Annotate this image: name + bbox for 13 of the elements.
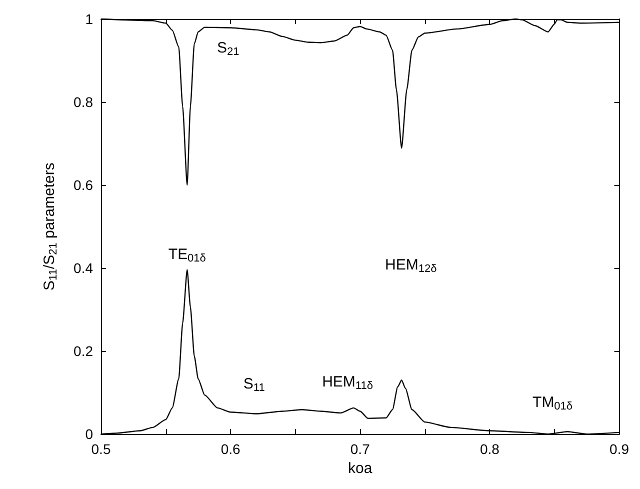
- x-tick-label: 0.9: [610, 441, 630, 458]
- x-tick-label: 0.6: [220, 441, 241, 458]
- x-tick-label: 0.8: [480, 441, 500, 458]
- x-axis-title: koa: [348, 460, 373, 477]
- x-tick-label: 0.5: [91, 441, 111, 458]
- y-tick-label: 0.4: [74, 260, 94, 276]
- y-tick-label: 0.6: [74, 177, 94, 194]
- y-tick-label: 0: [85, 426, 94, 442]
- y-axis-title: S11/S21 parameters: [41, 162, 60, 290]
- y-tick-label: 1: [85, 11, 94, 27]
- y-tick-label: 0.8: [74, 94, 94, 110]
- x-tick-label: 0.7: [350, 441, 370, 458]
- y-tick-label: 0.2: [74, 343, 94, 360]
